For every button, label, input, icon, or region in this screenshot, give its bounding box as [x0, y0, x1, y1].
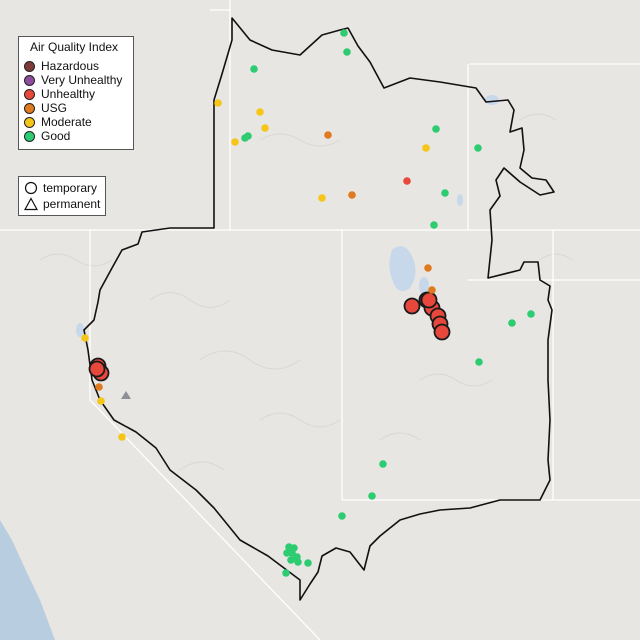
monitor-marker-moderate[interactable] — [97, 397, 105, 405]
very-unhealthy-swatch — [24, 74, 35, 86]
legend-item-temporary: temporary — [24, 180, 97, 196]
monitor-marker-good[interactable] — [368, 492, 376, 500]
hazardous-swatch — [24, 60, 35, 72]
legend-item-hazardous: Hazardous — [24, 59, 99, 73]
monitor-marker-moderate[interactable] — [81, 334, 89, 342]
monitor-marker-moderate[interactable] — [118, 433, 126, 441]
monitor-marker-unhealthy[interactable] — [420, 291, 438, 309]
legend-item-usg: USG — [24, 101, 67, 115]
monitor-marker-usg[interactable] — [348, 191, 356, 199]
great-salt-lake — [389, 246, 416, 292]
legend-item-permanent: permanent — [24, 196, 100, 212]
monitor-marker-moderate[interactable] — [256, 108, 264, 116]
monitor-marker-moderate[interactable] — [214, 99, 222, 107]
legend-item-moderate: Moderate — [24, 115, 92, 129]
monitor-marker-usg[interactable] — [424, 264, 432, 272]
monitor-marker-moderate[interactable] — [422, 144, 430, 152]
monitor-marker-good[interactable] — [304, 559, 312, 567]
yellowstone-lake — [485, 95, 499, 105]
monitor-marker-unhealthy[interactable] — [88, 360, 106, 378]
monitor-marker-usg[interactable] — [324, 131, 332, 139]
legend-item-good: Good — [24, 129, 70, 143]
monitor-markers — [81, 29, 535, 577]
monitor-marker-good[interactable] — [432, 125, 440, 133]
circle-icon — [24, 181, 38, 195]
triangle-icon — [24, 197, 38, 211]
monitor-marker-good[interactable] — [343, 48, 351, 56]
monitor-marker-usg[interactable] — [95, 383, 103, 391]
monitor-marker-unhealthy[interactable] — [433, 323, 451, 341]
region-boundary — [83, 17, 555, 601]
monitor-marker-good[interactable] — [282, 569, 290, 577]
monitor-marker-good[interactable] — [474, 144, 482, 152]
bear-lake — [457, 194, 463, 206]
monitor-marker-good[interactable] — [441, 189, 449, 197]
monitor-marker-good[interactable] — [508, 319, 516, 327]
monitor-marker-good[interactable] — [379, 460, 387, 468]
monitor-marker-good[interactable] — [244, 132, 252, 140]
monitor-marker-good[interactable] — [250, 65, 258, 73]
utah-lake — [419, 277, 429, 295]
lake-tahoe — [76, 323, 84, 337]
monitor-marker-moderate[interactable] — [231, 138, 239, 146]
monitor-marker-moderate[interactable] — [318, 194, 326, 202]
moderate-swatch — [24, 116, 35, 128]
good-swatch — [24, 130, 35, 142]
aqi-legend: Air Quality Index Hazardous Very Unhealt… — [18, 36, 134, 150]
terrain-texture — [39, 113, 573, 471]
monitor-marker-permanent-triangle[interactable] — [121, 391, 131, 399]
pacific-ocean — [0, 520, 55, 640]
legend-item-very-unhealthy: Very Unhealthy — [24, 73, 122, 87]
monitor-marker-good[interactable] — [475, 358, 483, 366]
lakes — [76, 95, 499, 337]
monitor-marker-good[interactable] — [287, 556, 295, 564]
monitor-marker-usg[interactable] — [428, 286, 436, 294]
legend-item-unhealthy: Unhealthy — [24, 87, 95, 101]
monitor-marker-good[interactable] — [294, 558, 302, 566]
monitor-marker-unhealthy[interactable] — [403, 177, 411, 185]
monitor-type-legend: temporary permanent — [18, 176, 106, 216]
monitor-marker-good[interactable] — [283, 549, 291, 557]
aqi-legend-title: Air Quality Index — [30, 40, 119, 54]
monitor-marker-good[interactable] — [340, 29, 348, 37]
monitor-marker-unhealthy[interactable] — [403, 297, 421, 315]
usg-swatch — [24, 102, 35, 114]
monitor-marker-good[interactable] — [290, 544, 298, 552]
monitor-marker-good[interactable] — [338, 512, 346, 520]
unhealthy-swatch — [24, 88, 35, 100]
monitor-marker-good[interactable] — [430, 221, 438, 229]
monitor-marker-moderate[interactable] — [261, 124, 269, 132]
monitor-marker-good[interactable] — [527, 310, 535, 318]
